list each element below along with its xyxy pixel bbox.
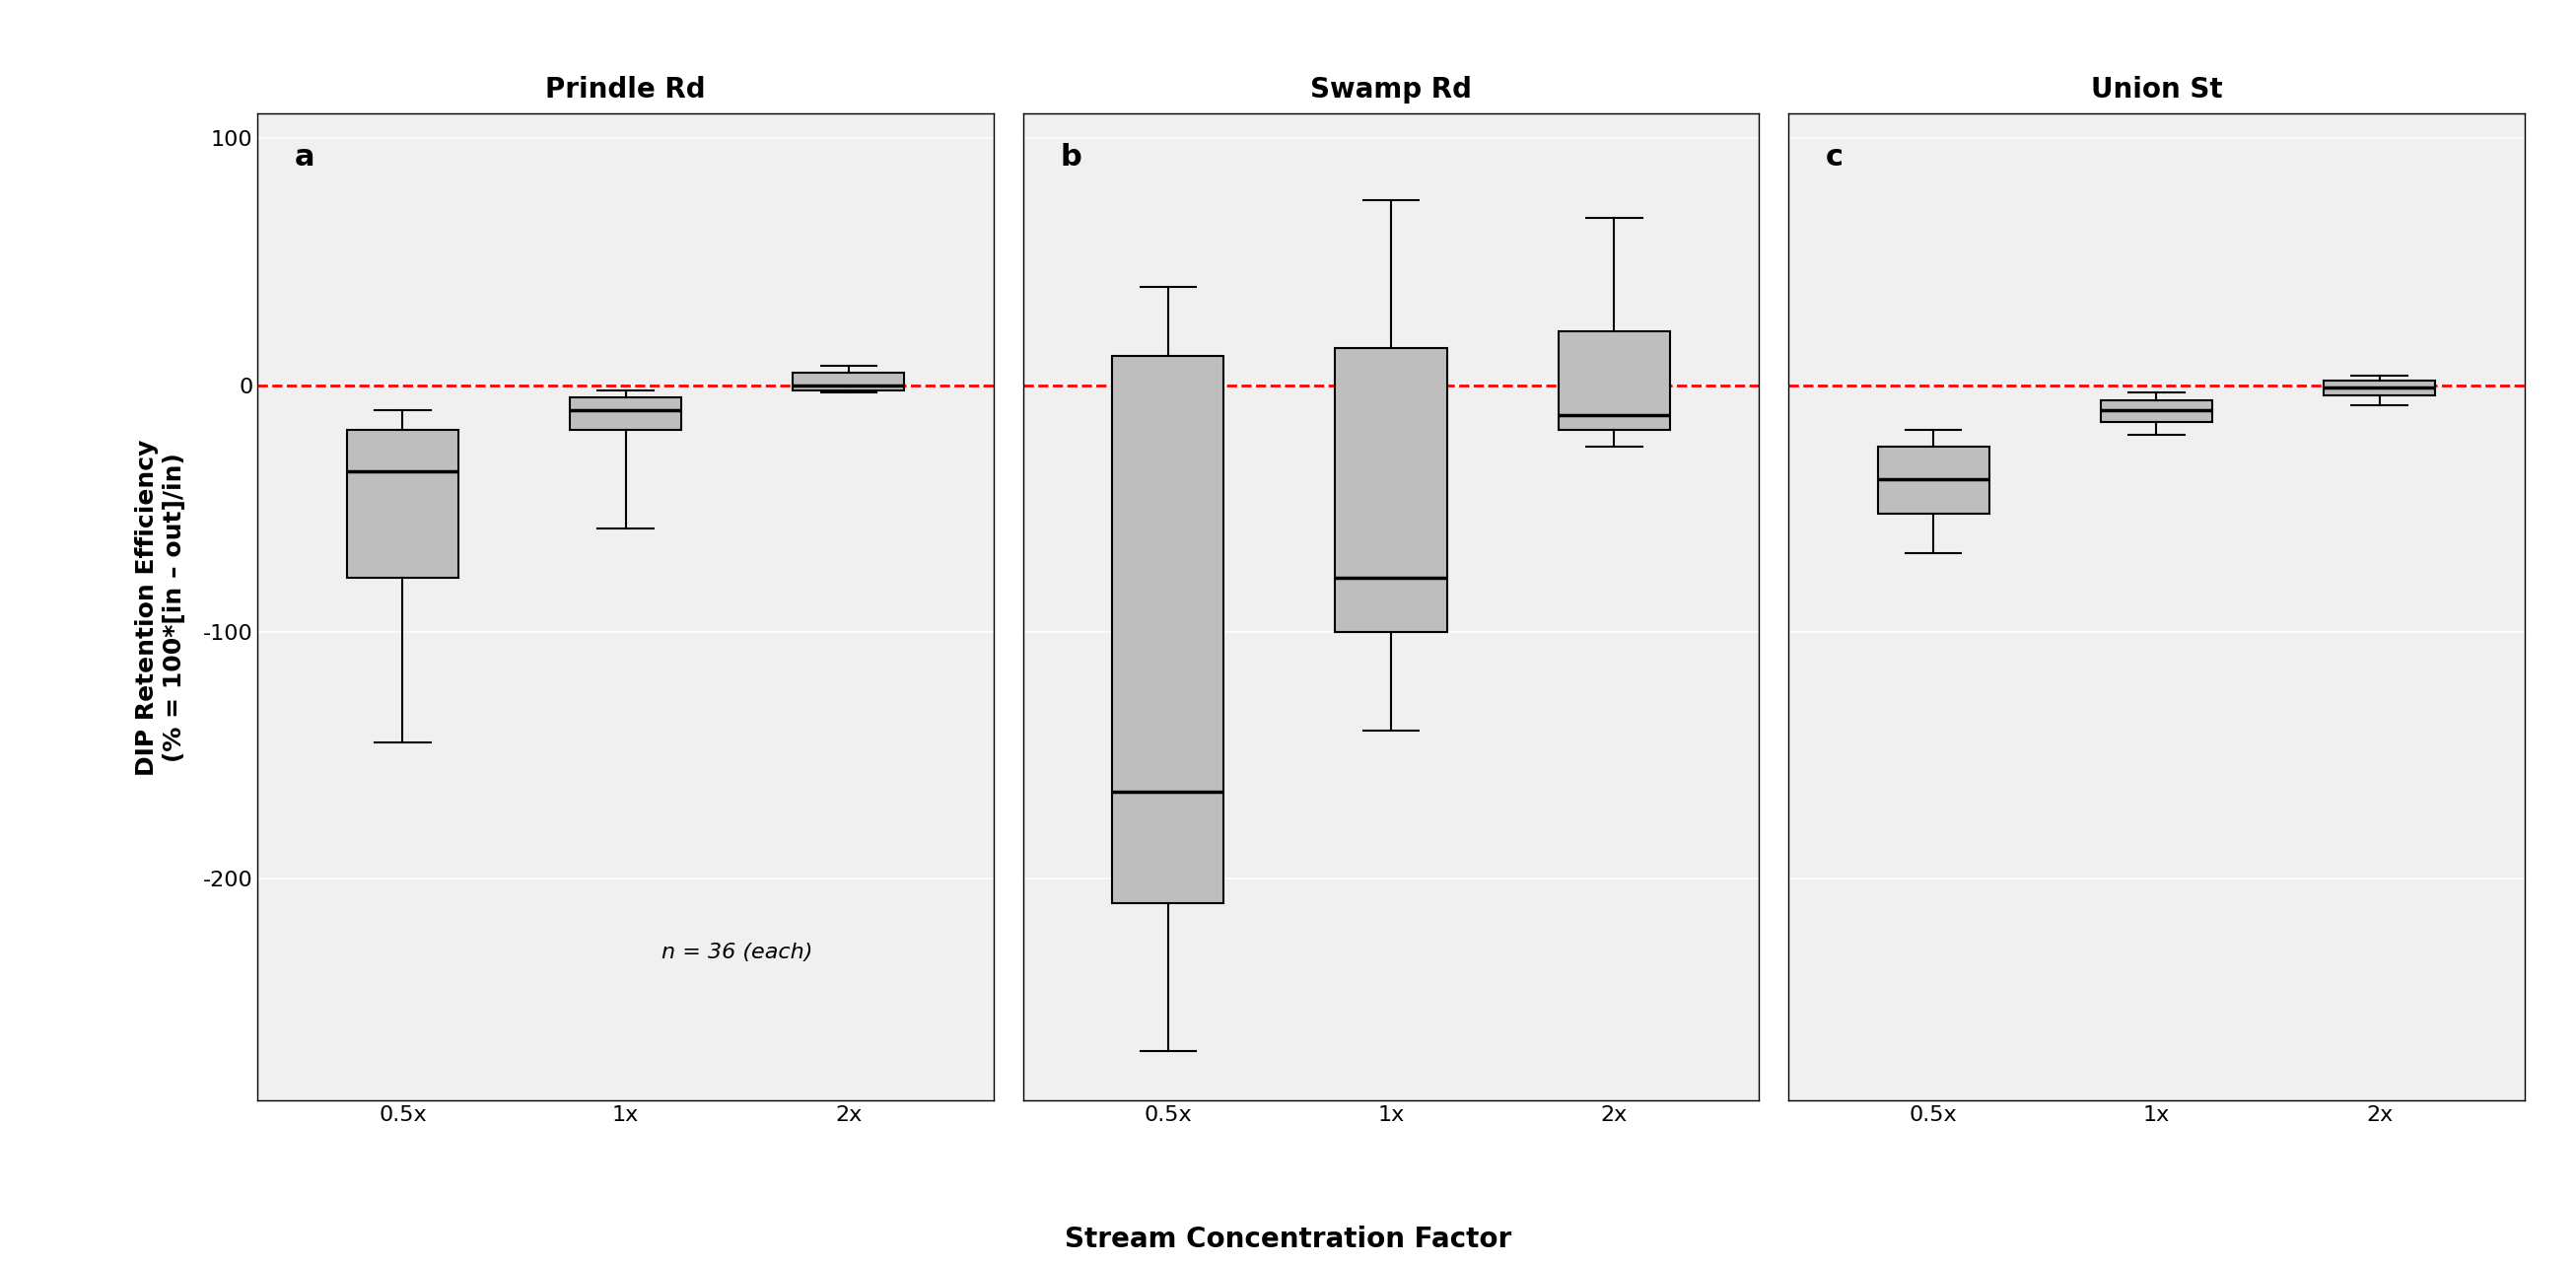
Text: Stream Concentration Factor: Stream Concentration Factor: [1064, 1226, 1512, 1254]
PathPatch shape: [348, 430, 459, 578]
PathPatch shape: [1558, 331, 1669, 430]
PathPatch shape: [2324, 381, 2434, 395]
Y-axis label: DIP Retention Efficiency
(% = 100*[in – out]/in): DIP Retention Efficiency (% = 100*[in – …: [137, 439, 185, 775]
Title: Union St: Union St: [2092, 76, 2223, 104]
PathPatch shape: [793, 373, 904, 390]
Text: c: c: [1826, 143, 1842, 172]
Title: Swamp Rd: Swamp Rd: [1311, 76, 1471, 104]
PathPatch shape: [569, 397, 683, 430]
PathPatch shape: [2099, 400, 2213, 423]
Text: b: b: [1059, 143, 1082, 172]
Text: n = 36 (each): n = 36 (each): [662, 942, 811, 963]
Text: a: a: [294, 143, 314, 172]
PathPatch shape: [1878, 447, 1989, 514]
Title: Prindle Rd: Prindle Rd: [546, 76, 706, 104]
PathPatch shape: [1334, 348, 1448, 632]
PathPatch shape: [1113, 355, 1224, 903]
